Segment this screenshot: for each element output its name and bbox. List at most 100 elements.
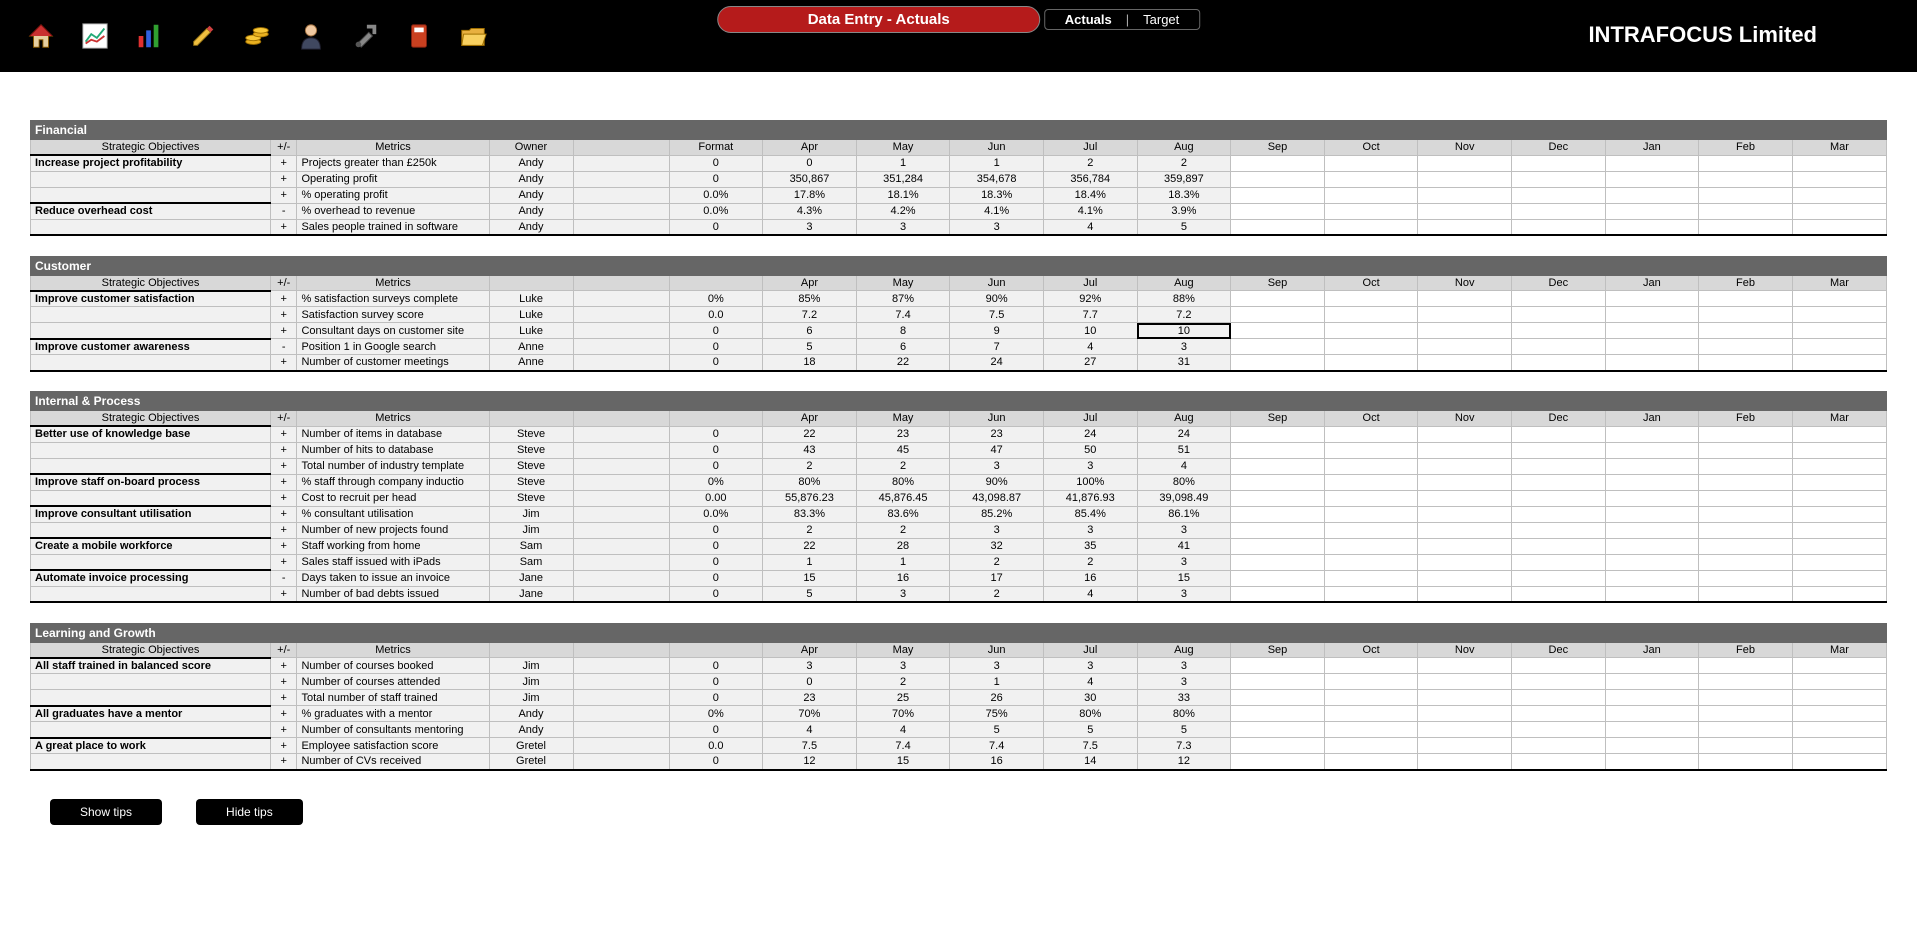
value-cell[interactable] bbox=[1231, 442, 1325, 458]
value-cell[interactable] bbox=[1418, 706, 1512, 722]
value-cell[interactable]: 9 bbox=[950, 323, 1044, 339]
value-cell[interactable]: 45,876.45 bbox=[856, 490, 950, 506]
value-cell[interactable] bbox=[1792, 219, 1886, 235]
value-cell[interactable]: 4 bbox=[1043, 586, 1137, 602]
value-cell[interactable] bbox=[1512, 674, 1606, 690]
value-cell[interactable] bbox=[1605, 522, 1699, 538]
value-cell[interactable] bbox=[1512, 187, 1606, 203]
hide-tips-button[interactable]: Hide tips bbox=[196, 799, 303, 825]
value-cell[interactable] bbox=[1605, 339, 1699, 355]
value-cell[interactable] bbox=[1324, 554, 1418, 570]
value-cell[interactable] bbox=[1231, 187, 1325, 203]
value-cell[interactable] bbox=[1512, 219, 1606, 235]
value-cell[interactable] bbox=[1324, 426, 1418, 442]
value-cell[interactable]: 5 bbox=[763, 586, 857, 602]
value-cell[interactable] bbox=[1792, 339, 1886, 355]
value-cell[interactable] bbox=[1699, 674, 1793, 690]
value-cell[interactable] bbox=[1231, 203, 1325, 219]
value-cell[interactable]: 55,876.23 bbox=[763, 490, 857, 506]
value-cell[interactable]: 354,678 bbox=[950, 171, 1044, 187]
plusminus-cell[interactable]: + bbox=[271, 690, 297, 706]
value-cell[interactable]: 43,098.87 bbox=[950, 490, 1044, 506]
value-cell[interactable]: 50 bbox=[1043, 442, 1137, 458]
value-cell[interactable] bbox=[1605, 586, 1699, 602]
value-cell[interactable]: 18.3% bbox=[1137, 187, 1231, 203]
plusminus-cell[interactable]: + bbox=[271, 674, 297, 690]
value-cell[interactable] bbox=[1605, 355, 1699, 371]
value-cell[interactable]: 4 bbox=[856, 722, 950, 738]
value-cell[interactable] bbox=[1699, 203, 1793, 219]
value-cell[interactable] bbox=[1418, 442, 1512, 458]
value-cell[interactable]: 7.2 bbox=[1137, 307, 1231, 323]
value-cell[interactable]: 10 bbox=[1137, 323, 1231, 339]
value-cell[interactable] bbox=[1231, 754, 1325, 770]
value-cell[interactable] bbox=[1699, 706, 1793, 722]
value-cell[interactable] bbox=[1512, 291, 1606, 307]
value-cell[interactable]: 88% bbox=[1137, 291, 1231, 307]
value-cell[interactable]: 7.4 bbox=[950, 738, 1044, 754]
value-cell[interactable] bbox=[1418, 554, 1512, 570]
value-cell[interactable]: 3 bbox=[856, 658, 950, 674]
plusminus-cell[interactable]: + bbox=[271, 474, 297, 490]
value-cell[interactable] bbox=[1418, 187, 1512, 203]
value-cell[interactable] bbox=[1512, 538, 1606, 554]
value-cell[interactable]: 3 bbox=[763, 219, 857, 235]
value-cell[interactable] bbox=[1605, 323, 1699, 339]
value-cell[interactable] bbox=[1418, 674, 1512, 690]
value-cell[interactable] bbox=[1605, 658, 1699, 674]
value-cell[interactable] bbox=[1324, 187, 1418, 203]
value-cell[interactable] bbox=[1605, 754, 1699, 770]
value-cell[interactable] bbox=[1699, 690, 1793, 706]
value-cell[interactable] bbox=[1324, 474, 1418, 490]
value-cell[interactable] bbox=[1231, 722, 1325, 738]
tab-actuals[interactable]: Actuals bbox=[1065, 12, 1112, 27]
value-cell[interactable]: 2 bbox=[763, 522, 857, 538]
value-cell[interactable]: 80% bbox=[1137, 706, 1231, 722]
value-cell[interactable]: 5 bbox=[763, 339, 857, 355]
value-cell[interactable]: 30 bbox=[1043, 690, 1137, 706]
value-cell[interactable] bbox=[1324, 506, 1418, 522]
value-cell[interactable]: 18 bbox=[763, 355, 857, 371]
value-cell[interactable] bbox=[1418, 738, 1512, 754]
value-cell[interactable]: 5 bbox=[1137, 722, 1231, 738]
value-cell[interactable] bbox=[1699, 442, 1793, 458]
value-cell[interactable]: 3 bbox=[950, 522, 1044, 538]
value-cell[interactable] bbox=[1792, 155, 1886, 171]
value-cell[interactable] bbox=[1324, 171, 1418, 187]
value-cell[interactable]: 7.2 bbox=[763, 307, 857, 323]
value-cell[interactable] bbox=[1418, 458, 1512, 474]
value-cell[interactable]: 80% bbox=[1043, 706, 1137, 722]
value-cell[interactable] bbox=[1231, 323, 1325, 339]
value-cell[interactable]: 45 bbox=[856, 442, 950, 458]
value-cell[interactable]: 2 bbox=[1043, 155, 1137, 171]
value-cell[interactable] bbox=[1792, 538, 1886, 554]
value-cell[interactable] bbox=[1605, 490, 1699, 506]
plusminus-cell[interactable]: + bbox=[271, 754, 297, 770]
value-cell[interactable]: 8 bbox=[856, 323, 950, 339]
value-cell[interactable] bbox=[1792, 658, 1886, 674]
value-cell[interactable] bbox=[1605, 442, 1699, 458]
value-cell[interactable] bbox=[1231, 171, 1325, 187]
value-cell[interactable] bbox=[1418, 307, 1512, 323]
value-cell[interactable] bbox=[1324, 307, 1418, 323]
value-cell[interactable]: 4 bbox=[1137, 458, 1231, 474]
value-cell[interactable] bbox=[1699, 554, 1793, 570]
value-cell[interactable] bbox=[1792, 570, 1886, 586]
tools-icon[interactable] bbox=[349, 20, 381, 52]
value-cell[interactable]: 356,784 bbox=[1043, 171, 1137, 187]
value-cell[interactable] bbox=[1512, 554, 1606, 570]
value-cell[interactable] bbox=[1324, 722, 1418, 738]
value-cell[interactable] bbox=[1231, 307, 1325, 323]
value-cell[interactable] bbox=[1792, 554, 1886, 570]
value-cell[interactable] bbox=[1324, 538, 1418, 554]
value-cell[interactable] bbox=[1792, 674, 1886, 690]
show-tips-button[interactable]: Show tips bbox=[50, 799, 162, 825]
value-cell[interactable]: 2 bbox=[856, 674, 950, 690]
plusminus-cell[interactable]: + bbox=[271, 586, 297, 602]
value-cell[interactable] bbox=[1512, 706, 1606, 722]
value-cell[interactable] bbox=[1324, 522, 1418, 538]
value-cell[interactable] bbox=[1512, 307, 1606, 323]
value-cell[interactable]: 7.5 bbox=[950, 307, 1044, 323]
value-cell[interactable] bbox=[1418, 490, 1512, 506]
value-cell[interactable]: 92% bbox=[1043, 291, 1137, 307]
